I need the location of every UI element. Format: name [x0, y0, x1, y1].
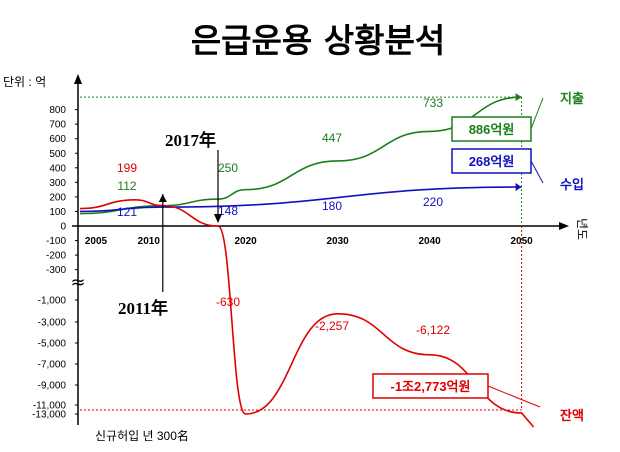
data-label: 199 — [117, 161, 137, 175]
x-axis-arrow — [559, 222, 569, 230]
series-name-label: 지출 — [560, 91, 584, 106]
box-leader — [530, 160, 544, 184]
series-end-arrow — [515, 93, 522, 102]
box-leader — [487, 385, 541, 408]
value-boxes: 886억원 268억원 -1조2,773억원 — [372, 97, 544, 408]
annotations: 2011年 2017年 — [118, 130, 222, 318]
y-tick-label: -7,000 — [38, 360, 67, 371]
data-label: 112 — [117, 179, 136, 193]
x-axis-label: 년도 — [575, 218, 589, 240]
data-labels: 112 250 447 733 121 148 180 220 199 -630 -2,257 -6,… — [117, 91, 584, 423]
box-leader — [530, 97, 544, 130]
y-tick-label: -5,000 — [38, 339, 67, 350]
y-tick-label: -3,000 — [38, 318, 67, 329]
data-label: 180 — [322, 199, 342, 213]
y-tick-label: 500 — [49, 149, 66, 160]
series-line-3 — [79, 199, 535, 428]
x-tick-labels: 2005 2010 2020 2030 2040 2050 — [85, 236, 533, 247]
axis-break-mark: ≈ — [70, 272, 85, 293]
y-tick-label: -11,000 — [33, 401, 67, 412]
y-tick-label: 100 — [49, 207, 66, 218]
data-label: -2,257 — [315, 319, 349, 333]
unit-label: 단위 : 억 — [3, 75, 46, 89]
value-box — [372, 373, 489, 399]
series-line-2 — [79, 186, 522, 213]
data-label: 733 — [423, 96, 443, 110]
value-box-label: 886억원 — [469, 122, 515, 137]
data-label: -6,122 — [416, 323, 450, 337]
x-tick-label: 2030 — [326, 236, 349, 247]
data-label: 121 — [117, 205, 137, 219]
series-name-label: 잔액 — [560, 408, 584, 423]
footnote: 신규허입 년 300名 — [95, 428, 189, 443]
chart-title: 은급운용 상황분석 — [191, 21, 445, 60]
y-tick-labels: 800 700 600 500 400 300 200 100 0 -100 -200 -300 -1,… — [32, 105, 78, 421]
y-tick-label: -200 — [46, 251, 66, 262]
y-tick-label: 400 — [49, 163, 66, 174]
annotation-arrow-2017 — [214, 214, 222, 223]
x-tick-label: 2005 — [85, 236, 108, 247]
y-tick-label: 200 — [49, 192, 66, 203]
axes: ≈ — [70, 74, 569, 425]
data-label: 447 — [322, 131, 342, 145]
value-box-label: 268억원 — [469, 154, 515, 169]
data-label: 220 — [423, 195, 443, 209]
y-tick-label: 600 — [49, 134, 66, 145]
annotation-2017: 2017年 — [165, 130, 216, 150]
y-tick-label: -300 — [46, 265, 66, 276]
y-tick-label: 700 — [49, 120, 66, 131]
y-tick-label: -9,000 — [38, 381, 67, 392]
y-axis-arrow — [74, 74, 82, 84]
y-tick-label: 0 — [60, 222, 66, 233]
series-end-arrow — [515, 183, 522, 192]
x-tick-label: 2020 — [234, 236, 257, 247]
annotation-arrow-2011 — [158, 194, 167, 202]
x-tick-label: 2050 — [510, 236, 533, 247]
data-label: 250 — [218, 161, 238, 175]
y-tick-label: -13,000 — [32, 410, 66, 421]
value-box-label: -1조2,773억원 — [391, 379, 471, 394]
data-label: 148 — [218, 204, 238, 218]
y-tick-label: -1,000 — [38, 296, 67, 307]
y-tick-label: 800 — [49, 105, 66, 116]
y-tick-label: 300 — [49, 178, 66, 189]
annotation-2011: 2011年 — [118, 298, 168, 318]
y-tick-label: -100 — [46, 236, 66, 247]
x-tick-label: 2010 — [138, 236, 161, 247]
x-tick-label: 2040 — [418, 236, 441, 247]
series-name-label: 수입 — [560, 177, 584, 192]
data-label: -630 — [216, 295, 240, 309]
